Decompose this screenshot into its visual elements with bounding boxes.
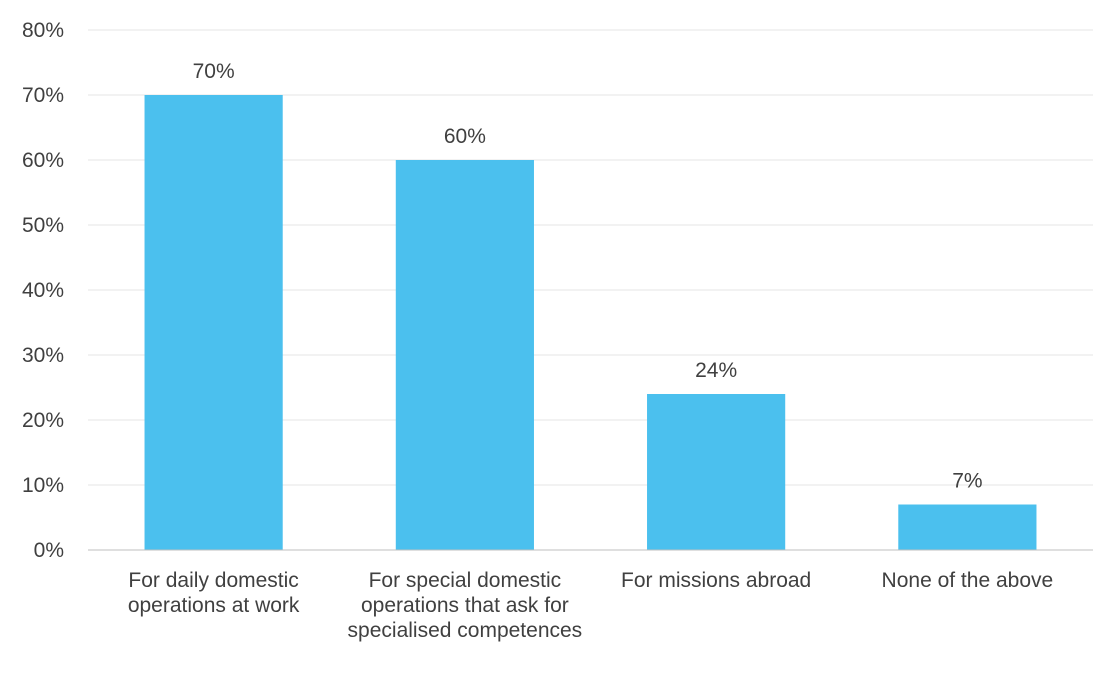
y-tick-label: 20%: [22, 409, 64, 432]
y-tick-label: 50%: [22, 214, 64, 237]
data-label: 7%: [952, 470, 982, 493]
y-axis-ticks: 0% 10% 20% 30% 40% 50% 60% 70% 80%: [22, 19, 64, 562]
bar: [647, 394, 786, 550]
y-tick-label: 0%: [34, 539, 64, 562]
y-tick-label: 80%: [22, 19, 64, 42]
y-tick-label: 60%: [22, 149, 64, 172]
data-label: 24%: [695, 359, 737, 382]
data-label: 60%: [444, 125, 486, 148]
y-tick-label: 10%: [22, 474, 64, 497]
x-tick-label: None of the above: [881, 569, 1054, 592]
bar: [144, 95, 283, 550]
bar: [898, 504, 1037, 550]
x-tick-label: For special domestic operations that ask…: [347, 569, 583, 642]
data-label: 70%: [193, 60, 235, 83]
y-tick-label: 40%: [22, 279, 64, 302]
bar: [395, 160, 534, 550]
y-tick-label: 70%: [22, 84, 64, 107]
x-tick-label: For missions abroad: [621, 569, 812, 592]
y-tick-label: 30%: [22, 344, 64, 367]
data-labels: 70% 60% 24% 7%: [193, 60, 983, 493]
x-tick-label: For daily domestic operations at work: [127, 569, 300, 617]
bars: [144, 95, 1037, 550]
